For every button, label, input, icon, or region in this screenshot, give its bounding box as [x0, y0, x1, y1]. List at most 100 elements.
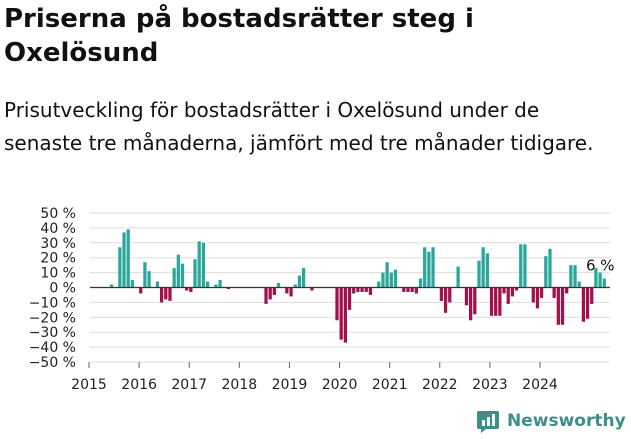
chart-title: Priserna på bostadsrätter steg i Oxelösu… — [4, 4, 474, 68]
x-tick-label: 2022 — [422, 377, 458, 393]
y-tick-label: −10 % — [29, 295, 76, 311]
x-tick-label: 2024 — [522, 377, 558, 393]
bar — [498, 287, 502, 316]
bar — [385, 262, 389, 288]
y-tick-label: 30 % — [40, 236, 76, 252]
bar — [118, 247, 122, 288]
bar — [523, 244, 527, 288]
bar — [481, 247, 485, 288]
bar — [502, 287, 506, 294]
y-tick-label: −30 % — [29, 325, 76, 341]
bar — [289, 287, 293, 297]
bar — [389, 272, 393, 288]
bar — [439, 287, 444, 301]
bar — [293, 284, 297, 288]
bar — [489, 287, 494, 316]
bar — [585, 287, 590, 319]
newsworthy-brand: Newsworthy — [475, 406, 626, 436]
bar — [540, 287, 544, 298]
bar — [510, 287, 515, 297]
x-axis-ticks: 2015 2016 2017 2018 2019 2020 2021 2022 2023 2024 — [71, 362, 558, 393]
bar — [285, 287, 289, 294]
bar — [159, 287, 164, 303]
x-tick-label: 2020 — [322, 377, 358, 393]
bar — [155, 281, 160, 288]
bar — [176, 254, 180, 288]
bar — [356, 287, 360, 292]
bar — [276, 283, 281, 288]
bar — [381, 272, 385, 288]
bar — [339, 287, 343, 340]
bar — [343, 287, 347, 343]
bar — [456, 266, 460, 288]
bar — [535, 287, 540, 309]
x-tick-label: 2023 — [472, 377, 508, 393]
bar — [193, 259, 197, 288]
bar — [506, 287, 510, 304]
bar — [544, 256, 548, 288]
bar — [205, 281, 210, 288]
bar — [197, 241, 201, 288]
bar — [352, 287, 356, 294]
chart-subtitle: Prisutveckling för bostadsrätter i Oxelö… — [4, 98, 594, 155]
bar — [473, 287, 477, 315]
bar — [368, 287, 373, 295]
bars — [109, 229, 606, 343]
y-tick-label: 20 % — [40, 251, 76, 267]
bar — [377, 281, 381, 288]
x-tick-label: 2017 — [171, 377, 207, 393]
bar — [130, 280, 135, 288]
bar — [560, 287, 565, 325]
bar — [126, 229, 130, 288]
bar — [531, 287, 535, 303]
bar — [485, 253, 489, 288]
x-tick-label: 2016 — [121, 377, 157, 393]
y-tick-label: −40 % — [29, 340, 76, 356]
bar — [514, 287, 519, 291]
y-tick-label: 50 % — [40, 206, 76, 222]
bar — [347, 287, 352, 310]
bar — [602, 278, 606, 288]
bar — [448, 287, 452, 303]
bar — [410, 287, 414, 292]
y-tick-label: −20 % — [29, 310, 76, 326]
bar — [573, 265, 577, 288]
bar — [226, 287, 231, 289]
bar — [143, 262, 147, 288]
bar — [552, 287, 556, 298]
bar — [414, 287, 418, 294]
bar — [581, 287, 586, 322]
bar — [577, 281, 581, 288]
bar — [180, 263, 185, 288]
bar — [418, 278, 423, 288]
y-tick-label: 10 % — [40, 266, 76, 282]
bar — [565, 287, 569, 294]
bar — [201, 242, 206, 288]
bar — [268, 287, 272, 300]
bar — [297, 275, 302, 288]
y-axis-ticks: 50 %40 %30 %20 %10 %0 %−10 %−20 %−30 %−4… — [29, 206, 76, 371]
bar — [431, 247, 435, 288]
bar — [494, 287, 498, 316]
x-tick-label: 2015 — [71, 377, 107, 393]
bar — [569, 265, 573, 288]
bar — [164, 287, 168, 300]
newsworthy-logo-icon — [477, 411, 499, 433]
x-tick-label: 2021 — [372, 377, 408, 393]
bar — [310, 287, 314, 291]
bar — [264, 287, 268, 304]
y-tick-label: −50 % — [29, 355, 76, 371]
bar — [402, 287, 406, 292]
bar — [214, 284, 218, 288]
brand-name: Newsworthy — [507, 411, 626, 431]
bar — [469, 287, 473, 321]
bar — [594, 268, 598, 288]
bar — [393, 269, 398, 288]
bar — [168, 287, 172, 301]
bar — [477, 260, 481, 288]
y-tick-label: 0 % — [49, 281, 76, 297]
bar — [443, 287, 448, 313]
bar — [464, 287, 469, 306]
bar — [147, 271, 151, 288]
last-value-annotation: 6 % — [586, 257, 615, 275]
